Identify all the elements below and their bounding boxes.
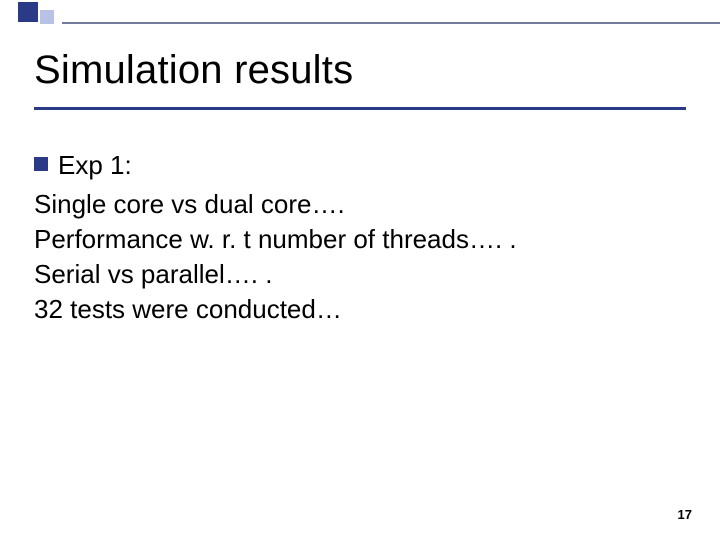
decor-square-light xyxy=(40,10,54,24)
body-line-1: Single core vs dual core…. xyxy=(34,187,660,222)
bullet-row: Exp 1: xyxy=(34,148,660,183)
body-line-2: Performance w. r. t number of threads…. … xyxy=(34,222,660,257)
page-number: 17 xyxy=(678,507,692,522)
slide-title: Simulation results xyxy=(34,48,686,93)
title-underline xyxy=(34,107,686,110)
decor-square-dark xyxy=(18,2,38,22)
body-line-3: Serial vs parallel…. . xyxy=(34,257,660,292)
decor-top-line xyxy=(62,0,720,24)
body-line-4: 32 tests were conducted… xyxy=(34,292,660,327)
body-block: Exp 1: Single core vs dual core…. Perfor… xyxy=(34,148,660,327)
bullet-label: Exp 1: xyxy=(58,148,132,183)
title-block: Simulation results xyxy=(34,48,686,110)
square-bullet-icon xyxy=(34,157,48,171)
top-decor-band xyxy=(0,0,720,26)
